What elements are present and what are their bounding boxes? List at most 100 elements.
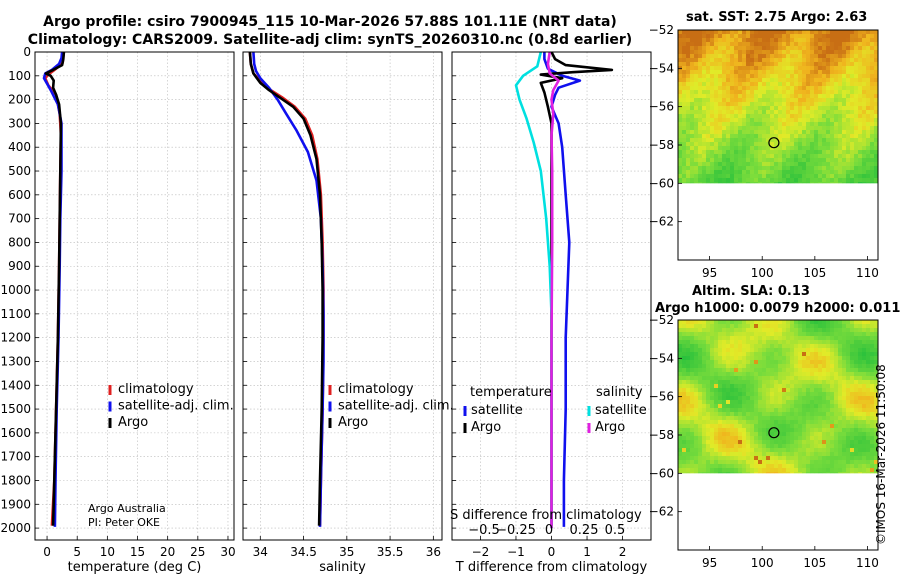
heatmap-cell — [850, 66, 855, 71]
heatmap-cell — [842, 408, 847, 413]
heatmap-cell — [726, 472, 731, 474]
heatmap-cell — [766, 328, 771, 333]
heatmap-cell — [742, 74, 747, 79]
heatmap-cell — [806, 178, 811, 183]
heatmap-cell — [866, 352, 871, 357]
heatmap-cell — [726, 114, 731, 119]
heatmap-cell — [778, 102, 783, 107]
heatmap-cell — [706, 324, 711, 329]
heatmap-cell — [738, 460, 743, 465]
heatmap-cell — [814, 138, 819, 143]
heatmap-cell — [714, 356, 719, 361]
heatmap-cell — [682, 388, 687, 393]
heatmap-cell — [862, 412, 867, 417]
heatmap-cell — [778, 34, 783, 39]
heatmap-cell — [842, 428, 847, 433]
heatmap-cell — [854, 166, 859, 171]
heatmap-cell — [694, 50, 699, 55]
heatmap-cell — [802, 170, 807, 175]
heatmap-cell — [746, 436, 751, 441]
heatmap-cell — [738, 412, 743, 417]
heatmap-cell — [774, 464, 779, 469]
heatmap-cell — [834, 70, 839, 75]
heatmap-cell — [866, 118, 871, 123]
heatmap-cell — [742, 360, 747, 365]
heatmap-cell — [718, 94, 723, 99]
heatmap-cell — [790, 360, 795, 365]
heatmap-cell — [750, 54, 755, 59]
heatmap-cell — [686, 336, 691, 341]
heatmap-cell — [678, 428, 683, 433]
heatmap-cell — [686, 134, 691, 139]
heatmap-cell — [794, 432, 799, 437]
heatmap-cell — [842, 78, 847, 83]
heatmap-cell — [714, 166, 719, 171]
heatmap-cell — [754, 436, 759, 441]
heatmap-cell — [802, 432, 807, 437]
heatmap-cell — [830, 428, 835, 433]
heatmap-cell — [862, 420, 867, 425]
heatmap-cell — [774, 368, 779, 373]
heatmap-cell — [742, 30, 747, 35]
heatmap-cell — [694, 444, 699, 449]
heatmap-cell — [738, 70, 743, 75]
heatmap-cell — [746, 98, 751, 103]
heatmap-cell — [694, 408, 699, 413]
heatmap-cell — [834, 320, 839, 325]
heatmap-cell — [758, 344, 763, 349]
heatmap-cell — [758, 110, 763, 115]
heatmap-cell — [682, 106, 687, 111]
heatmap-cell — [814, 86, 819, 91]
heatmap-cell — [698, 62, 703, 67]
heatmap-cell — [758, 82, 763, 87]
heatmap-cell — [866, 408, 871, 413]
heatmap-cell — [770, 320, 775, 325]
heatmap-cell — [706, 110, 711, 115]
heatmap-cell — [682, 324, 687, 329]
heatmap-cell — [742, 400, 747, 405]
heatmap-cell — [774, 74, 779, 79]
heatmap-cell — [738, 30, 743, 35]
argo-location-marker — [768, 137, 780, 149]
heatmap-cell — [818, 388, 823, 393]
heatmap-cell — [698, 130, 703, 135]
heatmap-cell — [786, 364, 791, 369]
heatmap-cell — [702, 468, 707, 473]
heatmap-cell — [874, 150, 879, 155]
heatmap-cell — [798, 98, 803, 103]
heatmap-cell — [838, 472, 843, 474]
heatmap-cell — [718, 150, 723, 155]
heatmap-cell — [794, 142, 799, 147]
heatmap-cell — [806, 364, 811, 369]
heatmap-cell — [738, 388, 743, 393]
heatmap-cell — [774, 134, 779, 139]
heatmap-cell — [714, 70, 719, 75]
heatmap-cell — [778, 444, 783, 449]
heatmap-cell — [678, 468, 683, 473]
heatmap-cell — [802, 122, 807, 127]
heatmap-cell — [822, 158, 827, 163]
heatmap-cell — [750, 424, 755, 429]
heatmap-cell — [710, 166, 715, 171]
heatmap-cell — [866, 336, 871, 341]
heatmap-cell — [770, 472, 775, 474]
heatmap-cell — [690, 420, 695, 425]
heatmap-cell — [814, 456, 819, 461]
heatmap-cell — [838, 432, 843, 437]
heatmap-cell — [778, 146, 783, 151]
heatmap-cell — [874, 472, 879, 474]
heatmap-cell — [782, 328, 787, 333]
heatmap-cell — [810, 432, 815, 437]
heatmap-cell — [698, 380, 703, 385]
heatmap-cell — [854, 90, 859, 95]
heatmap-cell — [818, 464, 823, 469]
heatmap-cell — [822, 30, 827, 35]
heatmap-cell — [714, 138, 719, 143]
heatmap-cell — [690, 468, 695, 473]
heatmap-cell — [806, 420, 811, 425]
heatmap-cell — [718, 86, 723, 91]
heatmap-cell — [746, 78, 751, 83]
heatmap-cell — [678, 456, 683, 461]
heatmap-cell — [802, 146, 807, 151]
heatmap-cell — [710, 432, 715, 437]
